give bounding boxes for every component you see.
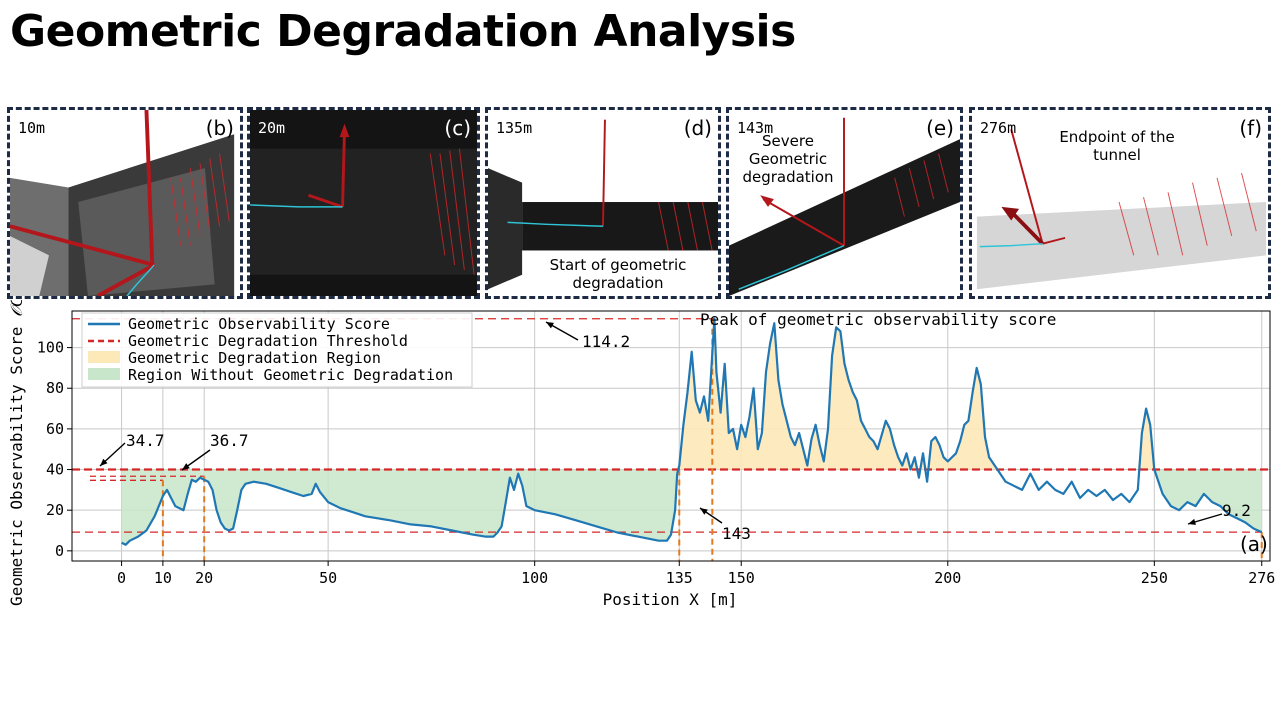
x-tick-label: 100 (521, 569, 548, 587)
legend-degradation-region: Geometric Degradation Region (128, 349, 381, 367)
panel-note: Endpoint of the tunnel (1059, 128, 1175, 164)
panel-b-10m: 10m (b) (7, 107, 243, 299)
panel-distance: 20m (258, 119, 286, 137)
x-tick-label: 150 (728, 569, 755, 587)
x-tick-label: 135 (666, 569, 693, 587)
panel-distance: 276m (980, 119, 1017, 137)
annotation-36-7: 36.7 (210, 431, 249, 450)
page-title: Geometric Degradation Analysis (10, 6, 796, 57)
x-axis-label: Position X [m] (603, 590, 738, 609)
chart-annotations: 34.7 36.7 114.2 Peak of geometric observabi… (99, 310, 1251, 543)
panel-letter: (b) (205, 116, 234, 140)
x-tick-label: 50 (319, 569, 337, 587)
annotation-peak-text: Peak of geometric observability score (700, 310, 1056, 329)
tunnel-scene-143m (729, 110, 960, 296)
y-tick-label: 60 (46, 420, 64, 438)
y-tick-label: 0 (55, 542, 64, 560)
chart-legend: Geometric Observability Score Geometric … (81, 312, 473, 388)
tunnel-scene-276m (972, 110, 1268, 296)
x-tick-label: 200 (934, 569, 961, 587)
annotation-143-arrow-head (700, 508, 708, 515)
x-tick-label: 10 (154, 569, 172, 587)
panel-f-276m: 276m (f) Endpoint of the tunnel (969, 107, 1271, 299)
panel-letter: (c) (444, 116, 471, 140)
no-degradation-region (121, 469, 680, 545)
tunnel-scene-135m (488, 110, 718, 296)
panel-e-143m: 143m (e) Severe Geometric degradation (726, 107, 963, 299)
annotation-9-2-arrow-head (1188, 518, 1196, 525)
y-tick-label: 20 (46, 501, 64, 519)
legend-score: Geometric Observability Score (128, 315, 390, 333)
chart-panel-letter: (a) (1240, 532, 1268, 556)
legend-no-degradation-region: Region Without Geometric Degradation (128, 366, 453, 384)
panel-letter: (e) (926, 116, 954, 140)
legend-threshold: Geometric Degradation Threshold (128, 332, 408, 350)
annotation-114-2-arrow-head (546, 322, 554, 329)
panel-d-135m: 135m (d) Start of geometric degradation (485, 107, 721, 299)
observability-chart: 0 10 20 50 100 135 150 200 250 276 0 20 40 60 80 100 3… (7, 300, 1275, 609)
score-series-line (121, 317, 1263, 546)
annotation-34-7-arrow-head (100, 458, 108, 466)
annotation-36-7-arrow-head (182, 463, 190, 470)
annotation-143: 143 (722, 524, 751, 543)
panel-c-20m: 20m (c) (247, 107, 480, 299)
y-axis-label-text: Geometric Observability Score (7, 327, 26, 606)
y-tick-label: 100 (37, 339, 64, 357)
panel-distance: 135m (496, 119, 533, 137)
x-tick-label: 276 (1248, 569, 1275, 587)
panel-note: Severe Geometric degradation (742, 132, 834, 186)
x-tick-label: 250 (1141, 569, 1168, 587)
y-axis-label: Geometric Observability Score 𝒪G (7, 300, 26, 606)
y-tick-label: 40 (46, 461, 64, 479)
annotation-114-2: 114.2 (582, 332, 630, 351)
panel-letter: (f) (1239, 116, 1262, 140)
panel-distance: 143m (737, 119, 774, 137)
annotation-9-2: 9.2 (1222, 501, 1251, 520)
x-axis-ticks: 0 10 20 50 100 135 150 200 250 276 (117, 561, 1275, 587)
tunnel-scene-20m (250, 110, 477, 296)
panel-note: Start of geometric degradation (549, 256, 687, 292)
y-axis-symbol: 𝒪G (7, 300, 26, 317)
y-axis-ticks: 0 20 40 60 80 100 (37, 339, 72, 560)
tunnel-scene-10m (10, 110, 240, 296)
x-tick-label: 20 (195, 569, 213, 587)
degradation-region (679, 318, 1155, 470)
panel-distance: 10m (18, 119, 46, 137)
annotation-34-7: 34.7 (126, 431, 165, 450)
y-tick-label: 80 (46, 379, 64, 397)
panel-letter: (d) (683, 116, 712, 140)
x-tick-label: 0 (117, 569, 126, 587)
